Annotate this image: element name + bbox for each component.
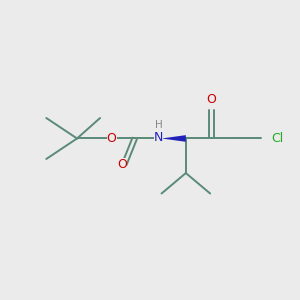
Text: O: O: [206, 94, 216, 106]
Polygon shape: [161, 135, 186, 142]
Text: N: N: [154, 131, 163, 144]
Text: Cl: Cl: [272, 132, 284, 145]
Text: O: O: [107, 132, 116, 145]
Text: H: H: [154, 120, 162, 130]
Text: O: O: [117, 158, 127, 171]
